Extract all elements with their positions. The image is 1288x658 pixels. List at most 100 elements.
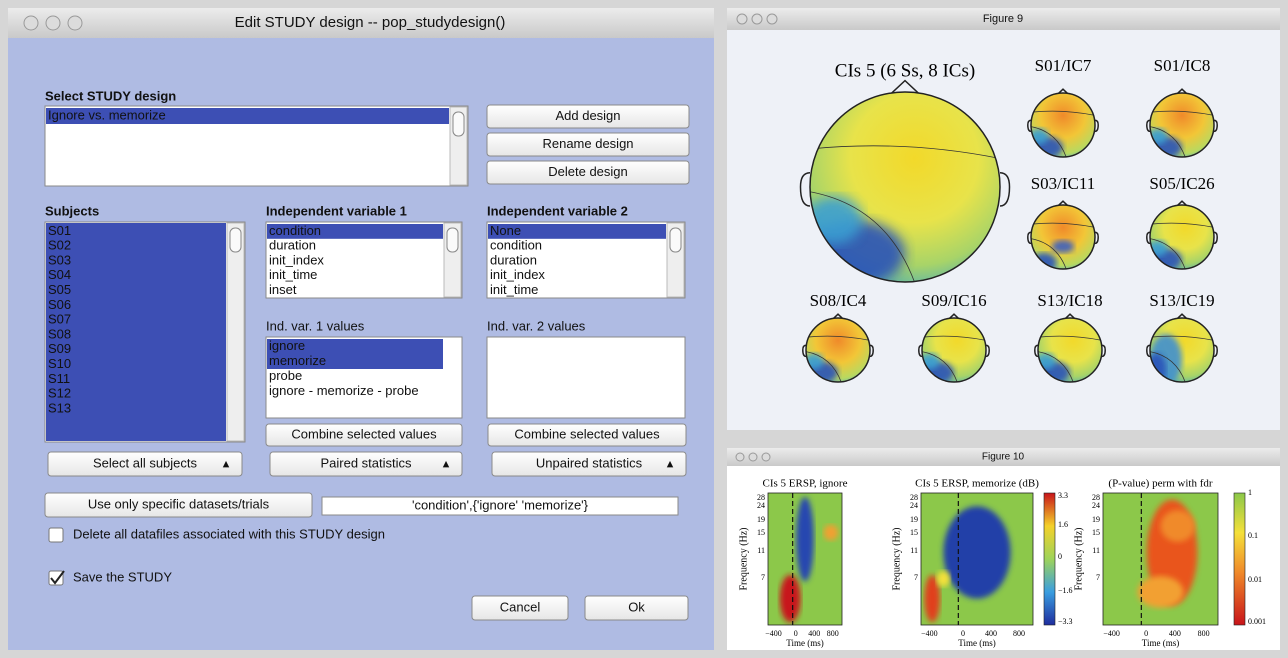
list-selection xyxy=(267,224,443,239)
list-item[interactable]: inset xyxy=(269,282,297,297)
list-item[interactable]: memorize xyxy=(269,353,326,368)
button[interactable] xyxy=(44,492,313,518)
ear xyxy=(1213,119,1218,133)
ersp-image xyxy=(768,493,842,625)
button[interactable] xyxy=(265,423,463,447)
button-label[interactable]: Paired statistics xyxy=(320,455,412,470)
ersp-image xyxy=(921,493,1033,625)
button[interactable] xyxy=(471,595,569,621)
list-item[interactable]: condition xyxy=(269,223,321,238)
popup-menu[interactable] xyxy=(47,451,243,477)
y-tick-label: 24 xyxy=(757,501,765,510)
list-item[interactable]: Ignore vs. memorize xyxy=(48,107,166,122)
list-item[interactable]: ignore - memorize - probe xyxy=(269,383,419,398)
nose xyxy=(1176,313,1188,320)
button-label[interactable]: Unpaired statistics xyxy=(536,455,643,470)
checkmark xyxy=(50,570,65,585)
button[interactable] xyxy=(486,132,690,157)
scroll-thumb[interactable] xyxy=(446,227,459,253)
list-box[interactable] xyxy=(486,336,686,419)
button[interactable] xyxy=(486,104,690,129)
list-item[interactable]: S07 xyxy=(48,312,71,327)
list-selection xyxy=(46,108,449,124)
y-tick-label: 11 xyxy=(757,546,765,555)
list-item[interactable]: S08 xyxy=(48,326,71,341)
list-item[interactable]: S13 xyxy=(48,400,71,415)
ear xyxy=(1146,119,1151,133)
list-item[interactable]: init_time xyxy=(490,282,538,297)
list-item[interactable]: duration xyxy=(490,252,537,267)
button-label[interactable]: Combine selected values xyxy=(514,426,660,441)
colorbar-tick-label: 0.001 xyxy=(1248,617,1266,626)
text-field-value[interactable]: 'condition',{'ignore' 'memorize'} xyxy=(412,497,589,512)
button[interactable] xyxy=(584,595,689,621)
ear xyxy=(1213,344,1218,358)
map-label: S13/IC18 xyxy=(1037,291,1102,310)
list-item[interactable]: init_index xyxy=(269,252,324,267)
map-label: S09/IC16 xyxy=(921,291,986,310)
checkbox-label[interactable]: Delete all datafiles associated with thi… xyxy=(73,526,385,541)
checkbox[interactable] xyxy=(48,527,64,543)
head-outline xyxy=(1030,204,1096,270)
nose xyxy=(1057,200,1069,207)
y-tick-label: 24 xyxy=(1092,501,1100,510)
scroll-thumb[interactable] xyxy=(229,227,242,253)
checkbox[interactable] xyxy=(48,570,64,586)
scrollbar[interactable] xyxy=(226,222,245,442)
text-field[interactable] xyxy=(321,496,679,516)
button-label[interactable]: Rename design xyxy=(542,136,633,151)
button-label[interactable]: Add design xyxy=(555,108,620,123)
ear xyxy=(1101,344,1106,358)
list-item[interactable]: duration xyxy=(269,238,316,253)
popup-menu[interactable] xyxy=(269,451,463,477)
list-item[interactable]: S06 xyxy=(48,297,71,312)
y-tick-label: 19 xyxy=(910,515,918,524)
popup-menu[interactable] xyxy=(491,451,687,477)
list-item[interactable]: S09 xyxy=(48,341,71,356)
nose xyxy=(1057,88,1069,95)
list-item[interactable]: S03 xyxy=(48,252,71,267)
x-tick-label: 800 xyxy=(827,629,839,638)
button-label[interactable]: Cancel xyxy=(500,599,541,614)
list-item[interactable]: init_time xyxy=(269,267,317,282)
map-label: S05/IC26 xyxy=(1149,174,1214,193)
button[interactable] xyxy=(486,160,690,185)
list-item[interactable]: probe xyxy=(269,368,302,383)
checkbox-label[interactable]: Save the STUDY xyxy=(73,569,172,584)
contour xyxy=(922,335,986,341)
button-label[interactable]: Combine selected values xyxy=(291,426,437,441)
ear xyxy=(802,344,807,358)
head-outline xyxy=(1037,317,1103,383)
map-label: S01/IC8 xyxy=(1154,56,1211,75)
ersp-blob xyxy=(924,574,941,623)
scalp xyxy=(1031,205,1095,269)
list-item[interactable]: init_index xyxy=(490,267,545,282)
ear xyxy=(1146,344,1151,358)
button[interactable] xyxy=(487,423,687,447)
list-item[interactable]: S04 xyxy=(48,267,71,282)
map-label: S01/IC7 xyxy=(1035,56,1092,75)
scroll-thumb[interactable] xyxy=(452,111,465,137)
list-item[interactable]: S05 xyxy=(48,282,71,297)
list-item[interactable]: S02 xyxy=(48,238,71,253)
title-bar xyxy=(727,8,1280,30)
list-item[interactable]: ignore xyxy=(269,338,305,353)
list-item[interactable]: S12 xyxy=(48,386,71,401)
list-item[interactable]: S10 xyxy=(48,356,71,371)
button-label[interactable]: Ok xyxy=(628,599,645,614)
axes-frame xyxy=(920,492,1034,626)
window-controls xyxy=(735,452,771,462)
popup-arrows: ▴ xyxy=(667,455,674,470)
list-item[interactable]: condition xyxy=(490,238,542,253)
button-label[interactable]: Delete design xyxy=(548,164,628,179)
list-item[interactable]: None xyxy=(490,223,521,238)
scalp-map xyxy=(1027,200,1099,270)
figure-title: Figure 10 xyxy=(982,452,1025,463)
list-item[interactable]: S11 xyxy=(48,371,70,386)
label: Independent variable 1 xyxy=(266,203,407,218)
scroll-thumb[interactable] xyxy=(669,227,682,253)
list-item[interactable]: S01 xyxy=(48,223,71,238)
button-label[interactable]: Use only specific datasets/trials xyxy=(88,496,270,511)
button-label[interactable]: Select all subjects xyxy=(93,455,198,470)
